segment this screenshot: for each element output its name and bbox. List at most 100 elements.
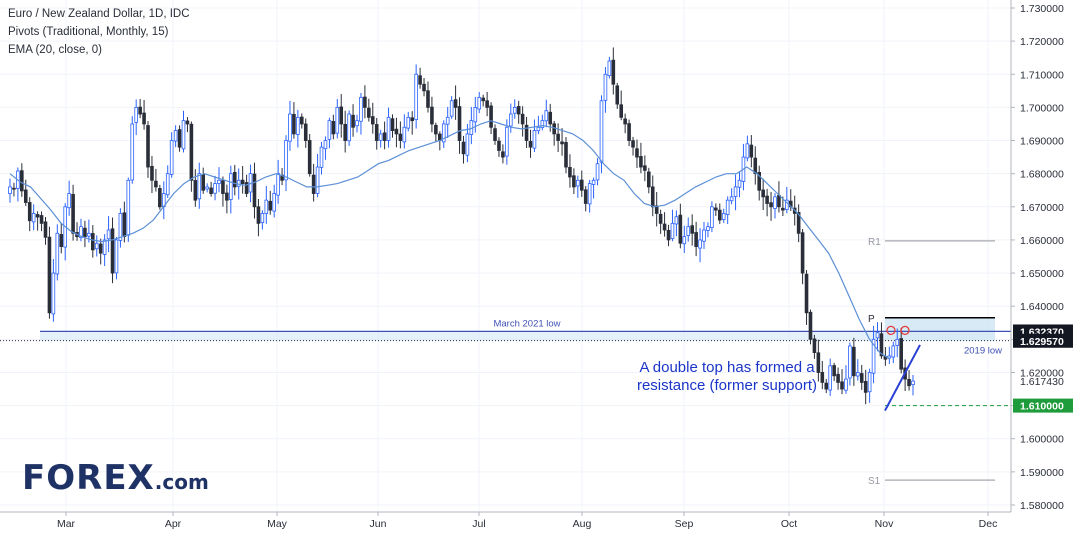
candle-body [118,213,123,241]
candle-body [382,132,387,141]
candle-body [540,120,545,129]
pivots-indicator-label: Pivots (Traditional, Monthly, 15) [8,26,169,38]
candle-body [844,378,848,391]
level-layer: March 2021 low 2019 low P R1 S1 [0,237,1011,487]
candle-body [173,130,178,142]
candle-body [465,133,470,156]
candle-body [31,213,36,223]
candle-body [579,179,584,191]
candle-body [796,212,801,234]
candle-body [268,200,273,211]
plot-background [0,0,1011,512]
candle-body [189,123,194,181]
candle-body [508,113,513,127]
resistance-zone [885,317,995,341]
y-tick-label: 1.580000 [1020,500,1064,512]
candle-body [406,116,411,129]
candle-body [473,107,478,123]
candle-body [378,133,383,141]
march-low-band [40,331,885,341]
y-tick-label: 1.640000 [1020,301,1064,313]
logo-letter-o: O [46,458,77,498]
candle-body [201,174,206,191]
candle-body [690,225,694,234]
candle-body [23,189,28,203]
candle-body [418,75,422,85]
candle-body [516,106,521,115]
candle-body [635,148,639,158]
candle-body [643,165,647,171]
x-tick-label: Oct [781,518,797,530]
candle-body [505,126,509,157]
candle-body [114,239,119,274]
y-tick-label: 1.590000 [1020,467,1064,479]
candle-body [528,141,533,148]
candle-body [871,338,876,374]
candle-body [477,97,482,110]
y-tick-label: 1.650000 [1020,268,1064,280]
candle-body [544,110,549,122]
candle-body [217,179,221,184]
candle-body [812,338,817,353]
candle-body [343,123,347,141]
x-tick-label: Nov [875,518,894,530]
x-tick-label: Sep [675,518,694,530]
candle-body [232,171,237,188]
candle-body [670,222,675,239]
candle-body [536,126,541,132]
candle-body [887,355,892,359]
candle-body [729,196,734,202]
x-tick-label: Jul [472,518,485,530]
candle-body [564,142,568,168]
candle-body [315,166,320,194]
candle-body [386,116,391,141]
candle-body [422,83,426,92]
candle-body [907,378,911,387]
candle-body [434,124,438,135]
candle-body [773,196,777,209]
candle-body [891,345,896,358]
candle-body [138,106,142,115]
candle-body [611,59,616,85]
candle-body [875,332,880,339]
candle-body [568,167,572,178]
candle-body [229,173,233,200]
candle-body [717,209,722,221]
candle-body [714,207,718,211]
candle-body [87,232,91,237]
candle-body [461,141,466,155]
zone-layer [40,317,995,341]
candle-body [674,216,679,225]
y-tick-label: 1.600000 [1020,434,1064,446]
candle-body [292,113,296,135]
candle-body [260,213,265,224]
candle-body [733,186,738,197]
candle-body [311,174,316,194]
candle-body [840,381,844,390]
forex-logo: FOREX.com [22,458,209,498]
candle-body [150,165,154,181]
candle-body [489,105,493,128]
candle-body [785,199,789,210]
candle-body [497,140,501,151]
candle-body [710,206,714,228]
candle-body [12,187,16,190]
candle-body [430,106,434,125]
candle-body [177,129,182,148]
candle-body [607,60,612,77]
logo-suffix: .com [154,470,209,494]
candle-body [828,365,832,391]
axis-layer: 1.730000 1.720000 1.710000 1.700000 1.690000… [0,0,1073,530]
candle-body [102,239,107,255]
candle-body [485,100,489,108]
candle-body [816,352,821,373]
double-top-marker-1 [886,325,896,336]
annotation-line-2: resistance (former support) [637,377,817,394]
x-tick-label: Dec [979,518,998,530]
logo-letter-f: F [22,458,47,498]
candle-body [863,381,868,393]
candle-body [824,382,829,390]
candle-body [639,156,643,168]
candle-body [852,346,856,377]
price-badge-label: 1.610000 [1020,401,1064,413]
